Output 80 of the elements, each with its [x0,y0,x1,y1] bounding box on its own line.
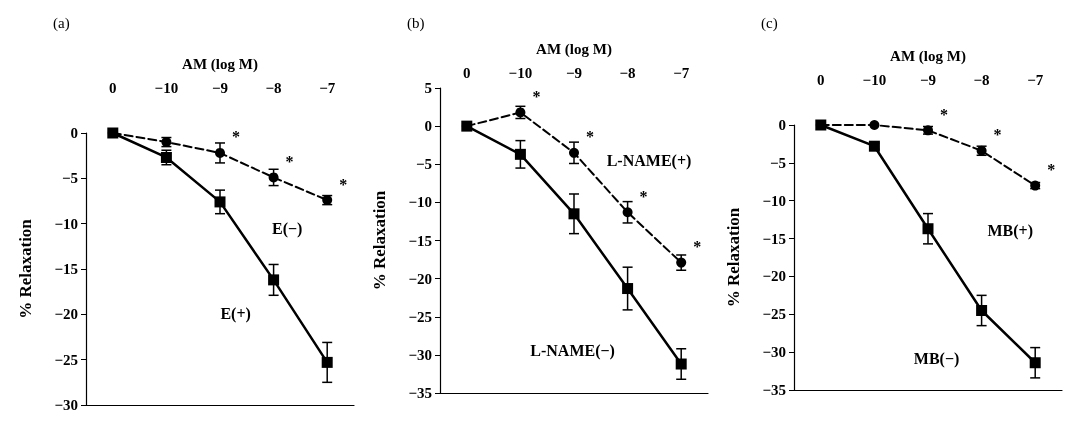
point [622,207,633,218]
x-tick-label: −7 [1027,71,1044,88]
point [675,358,687,370]
y-tick-label: −35 [408,385,432,401]
point [321,356,333,368]
y-tick-label: −10 [762,192,786,209]
annotation: * [693,238,702,256]
x-tick-label: −8 [973,71,990,88]
annotation: * [639,187,648,205]
point [514,148,526,160]
y-tick-label: −25 [54,351,78,368]
x-tick-label: −10 [862,71,887,88]
text: L-NAME(−) [530,342,615,361]
point [922,223,934,235]
y-axis-title: % Relaxation [370,190,389,291]
x-tick-label: −9 [211,79,229,96]
y-tick-label: −5 [769,154,786,171]
x-tick-label: −7 [673,64,690,81]
point [268,274,280,286]
y-tick-label: −20 [408,270,432,287]
annotation: * [993,126,1002,144]
y-axis-title: % Relaxation [724,207,743,308]
y-tick-label: −20 [762,268,786,285]
point [868,140,880,152]
x-tick-label: −10 [508,64,533,81]
y-tick-label: −15 [762,230,786,247]
y-tick-label: 0 [70,125,78,141]
x-tick-label: 0 [109,79,117,96]
x-axis-title: AM (log M) [890,47,966,65]
chart-title: (c) [761,14,778,32]
x-axis-title: AM (log M) [536,40,612,58]
text: MB(−) [913,350,960,368]
y-tick-label: −25 [408,308,432,325]
y-tick-label: −5 [61,170,78,187]
annotation: * [232,128,240,146]
chart-title: (b) [407,14,425,32]
point [568,208,580,220]
x-tick-label: −9 [565,64,583,81]
x-tick-label: 0 [463,64,471,81]
x-tick-label: −8 [265,79,282,96]
point [215,147,225,158]
x-tick-label: −9 [919,71,937,88]
y-tick-label: −35 [762,382,786,398]
annotation: * [532,87,541,105]
point [214,196,226,208]
y-tick-label: −15 [54,261,78,277]
y-tick-label: −15 [408,232,432,249]
point [622,283,634,295]
x-tick-label: −8 [619,64,636,81]
annotation: * [1047,161,1056,179]
y-tick-label: −25 [762,306,786,323]
series-label: E(+) [220,305,251,324]
y-axis-title: % Relaxation [16,218,35,319]
point [976,305,988,316]
series-label: MB(+) [987,222,1033,241]
y-tick-label: −30 [408,346,432,363]
point [869,120,880,130]
chart-title: (a) [53,14,70,32]
point [569,147,579,158]
series-label: E(−) [271,219,303,238]
point [268,172,279,183]
x-tick-label: 0 [817,71,825,88]
x-axis-title: AM (log M) [182,55,258,73]
series-label: L-NAME(+) [606,152,692,171]
point [1029,357,1041,369]
x-tick-label: −7 [319,79,336,96]
y-tick-label: 0 [778,117,786,133]
y-tick-label: −10 [54,215,78,232]
y-tick-label: −5 [415,156,432,173]
y-tick-label: −20 [54,306,78,323]
y-tick-label: 0 [424,118,432,135]
y-tick-label: −10 [408,194,432,211]
y-tick-label: 5 [424,80,432,96]
annotation: * [339,175,348,193]
y-tick-label: −30 [762,344,786,361]
annotation: * [940,105,948,123]
y-tick-label: −30 [54,397,78,413]
annotation: * [285,152,294,170]
annotation: * [586,128,594,146]
x-tick-label: −10 [154,79,179,96]
